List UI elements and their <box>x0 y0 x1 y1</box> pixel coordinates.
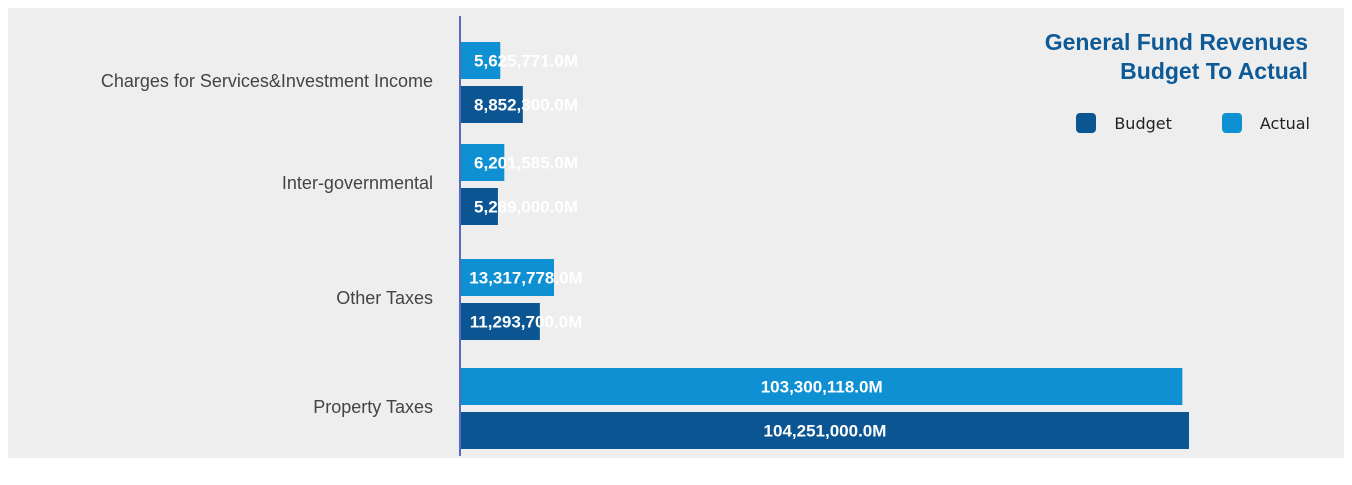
bar-budget-charges-for-services-investment-income[interactable] <box>461 86 523 123</box>
chart-panel: 5,625,771.0M 8,852,300.0M 6,201,585.0M 5,28… <box>8 8 1344 458</box>
legend-swatch-budget <box>1076 113 1097 133</box>
data-label-budget-property-taxes: 104,251,000.0M <box>764 422 887 441</box>
data-label-actual-charges-for-services-investment-income: 5,625,771.0M <box>474 52 578 71</box>
category-label-other-taxes: Other Taxes <box>336 288 433 308</box>
bar-actual-charges-for-services-investment-income[interactable] <box>461 42 501 79</box>
category-label-inter-governmental: Inter-governmental <box>282 173 433 193</box>
bar-actual-other-taxes[interactable] <box>461 259 554 296</box>
bar-budget-property-taxes[interactable] <box>461 412 1189 449</box>
chart-title: General Fund Revenues <box>1044 29 1308 55</box>
legend-label-budget: Budget <box>1114 113 1172 133</box>
legend-item-actual[interactable]: Actual <box>1221 113 1310 133</box>
legend-label-actual: Actual <box>1259 113 1310 133</box>
category-label-charges-for-services-investment-income: Charges for Services&Investment Income <box>101 71 433 91</box>
data-label-actual-other-taxes: 13,317,778.0M <box>469 269 582 288</box>
bar-actual-property-taxes[interactable] <box>461 368 1183 405</box>
chart-legend: Budget Actual <box>1026 113 1310 133</box>
data-label-actual-inter-governmental: 6,201,585.0M <box>474 154 578 173</box>
data-label-budget-charges-for-services-investment-income: 8,852,300.0M <box>474 96 578 115</box>
bar-chart: 5,625,771.0M 8,852,300.0M 6,201,585.0M 5,28… <box>101 16 1189 456</box>
bar-actual-inter-governmental[interactable] <box>461 144 505 181</box>
data-label-budget-inter-governmental: 5,289,000.0M <box>474 198 578 217</box>
chart-title-block: General Fund Revenues Budget To Actual <box>1045 28 1308 86</box>
bar-budget-other-taxes[interactable] <box>461 303 540 340</box>
data-label-budget-other-taxes: 11,293,700.0M <box>470 313 582 332</box>
data-label-actual-property-taxes: 103,300,118.0M <box>761 378 883 397</box>
chart-subtitle: Budget To Actual <box>1120 58 1308 84</box>
category-label-property-taxes: Property Taxes <box>313 397 433 417</box>
legend-item-budget[interactable]: Budget <box>1076 113 1172 133</box>
bar-budget-inter-governmental[interactable] <box>461 188 498 225</box>
legend-swatch-actual <box>1221 113 1242 133</box>
